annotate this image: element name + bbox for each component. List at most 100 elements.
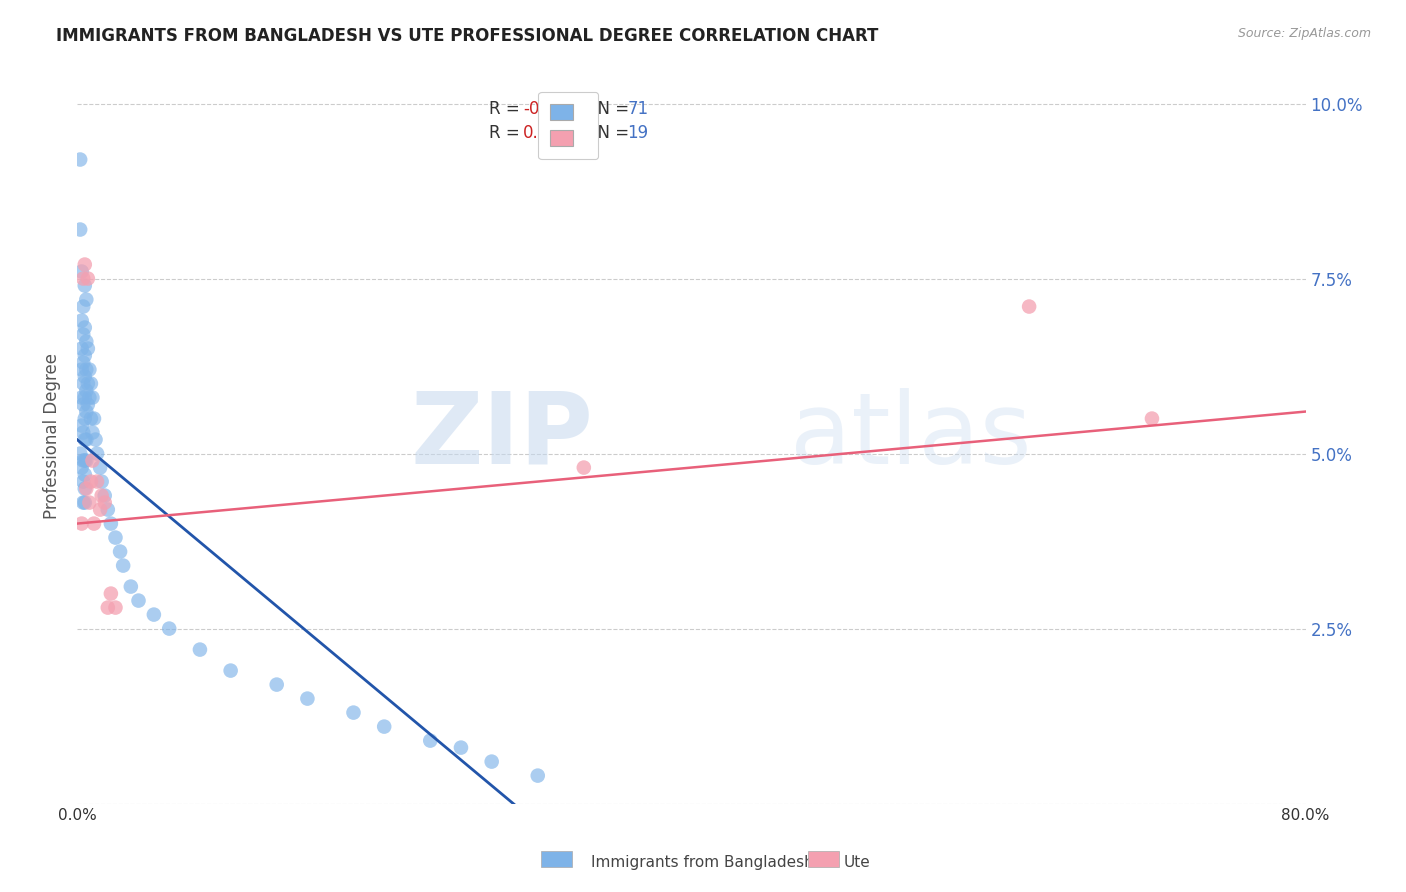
Ute [73, 258, 96, 272]
Immigrants from Bangladesh [75, 453, 97, 467]
Ute [79, 495, 101, 509]
Immigrants from Bangladesh [72, 398, 94, 412]
Immigrants from Bangladesh [89, 460, 111, 475]
Immigrants from Bangladesh [69, 153, 91, 167]
Immigrants from Bangladesh [73, 369, 96, 384]
Ute [75, 482, 97, 496]
Text: -0.446: -0.446 [523, 100, 576, 118]
Immigrants from Bangladesh [70, 362, 93, 376]
Immigrants from Bangladesh [72, 355, 94, 369]
Immigrants from Bangladesh [481, 755, 503, 769]
Immigrants from Bangladesh [72, 300, 94, 314]
Ute [72, 271, 94, 285]
Immigrants from Bangladesh [76, 398, 98, 412]
Immigrants from Bangladesh [72, 475, 94, 489]
Immigrants from Bangladesh [82, 425, 104, 440]
Immigrants from Bangladesh [73, 320, 96, 334]
Immigrants from Bangladesh [72, 453, 94, 467]
Ute [93, 495, 115, 509]
Immigrants from Bangladesh [219, 664, 242, 678]
Immigrants from Bangladesh [75, 334, 97, 349]
Text: Immigrants from Bangladesh: Immigrants from Bangladesh [591, 855, 813, 870]
Immigrants from Bangladesh [73, 433, 96, 447]
Ute [70, 516, 93, 531]
Immigrants from Bangladesh [526, 769, 548, 783]
Immigrants from Bangladesh [108, 544, 131, 558]
Text: 0.320: 0.320 [523, 124, 571, 142]
Immigrants from Bangladesh [72, 327, 94, 342]
Immigrants from Bangladesh [73, 391, 96, 405]
Ute [104, 600, 127, 615]
Immigrants from Bangladesh [100, 516, 122, 531]
Text: Source: ZipAtlas.com: Source: ZipAtlas.com [1237, 27, 1371, 40]
Text: IMMIGRANTS FROM BANGLADESH VS UTE PROFESSIONAL DEGREE CORRELATION CHART: IMMIGRANTS FROM BANGLADESH VS UTE PROFES… [56, 27, 879, 45]
Immigrants from Bangladesh [342, 706, 364, 720]
Immigrants from Bangladesh [79, 391, 101, 405]
Immigrants from Bangladesh [72, 376, 94, 391]
Text: atlas: atlas [790, 387, 1031, 484]
Immigrants from Bangladesh [70, 264, 93, 278]
Immigrants from Bangladesh [90, 475, 112, 489]
Immigrants from Bangladesh [82, 391, 104, 405]
Text: R =: R = [489, 100, 524, 118]
Immigrants from Bangladesh [73, 467, 96, 482]
Immigrants from Bangladesh [157, 622, 180, 636]
Immigrants from Bangladesh [86, 446, 108, 460]
Immigrants from Bangladesh [73, 495, 96, 509]
Text: 71: 71 [627, 100, 648, 118]
Immigrants from Bangladesh [73, 482, 96, 496]
Immigrants from Bangladesh [75, 384, 97, 398]
Immigrants from Bangladesh [72, 425, 94, 440]
Immigrants from Bangladesh [75, 404, 97, 418]
Immigrants from Bangladesh [69, 446, 91, 460]
Immigrants from Bangladesh [112, 558, 135, 573]
Immigrants from Bangladesh [70, 418, 93, 433]
Text: Ute: Ute [844, 855, 870, 870]
Text: N =: N = [586, 100, 634, 118]
Immigrants from Bangladesh [266, 677, 288, 691]
Immigrants from Bangladesh [76, 342, 98, 356]
Ute [80, 475, 103, 489]
Immigrants from Bangladesh [83, 411, 105, 425]
Immigrants from Bangladesh [450, 740, 472, 755]
Immigrants from Bangladesh [104, 531, 127, 545]
Immigrants from Bangladesh [72, 495, 94, 509]
Immigrants from Bangladesh [142, 607, 165, 622]
Ute [86, 475, 108, 489]
Ute [82, 453, 104, 467]
Ute [97, 600, 120, 615]
Immigrants from Bangladesh [80, 411, 103, 425]
Immigrants from Bangladesh [188, 642, 211, 657]
Ute [572, 460, 595, 475]
Immigrants from Bangladesh [73, 278, 96, 293]
Ute [1140, 411, 1163, 425]
Immigrants from Bangladesh [373, 720, 395, 734]
Immigrants from Bangladesh [128, 593, 150, 607]
Y-axis label: Professional Degree: Professional Degree [44, 353, 60, 519]
Text: 19: 19 [627, 124, 648, 142]
Immigrants from Bangladesh [419, 733, 441, 747]
Immigrants from Bangladesh [84, 433, 107, 447]
Immigrants from Bangladesh [73, 411, 96, 425]
Immigrants from Bangladesh [73, 349, 96, 363]
Immigrants from Bangladesh [93, 489, 115, 503]
Immigrants from Bangladesh [73, 453, 96, 467]
Immigrants from Bangladesh [80, 376, 103, 391]
Immigrants from Bangladesh [70, 342, 93, 356]
Immigrants from Bangladesh [97, 502, 120, 516]
Ute [83, 516, 105, 531]
Ute [89, 502, 111, 516]
Immigrants from Bangladesh [75, 433, 97, 447]
Immigrants from Bangladesh [79, 362, 101, 376]
Immigrants from Bangladesh [70, 391, 93, 405]
Immigrants from Bangladesh [75, 293, 97, 307]
Text: R =: R = [489, 124, 530, 142]
Immigrants from Bangladesh [297, 691, 319, 706]
Ute [90, 489, 112, 503]
Immigrants from Bangladesh [70, 460, 93, 475]
Ute [1018, 300, 1040, 314]
Immigrants from Bangladesh [76, 376, 98, 391]
Immigrants from Bangladesh [70, 313, 93, 327]
Ute [100, 586, 122, 600]
Immigrants from Bangladesh [69, 222, 91, 236]
